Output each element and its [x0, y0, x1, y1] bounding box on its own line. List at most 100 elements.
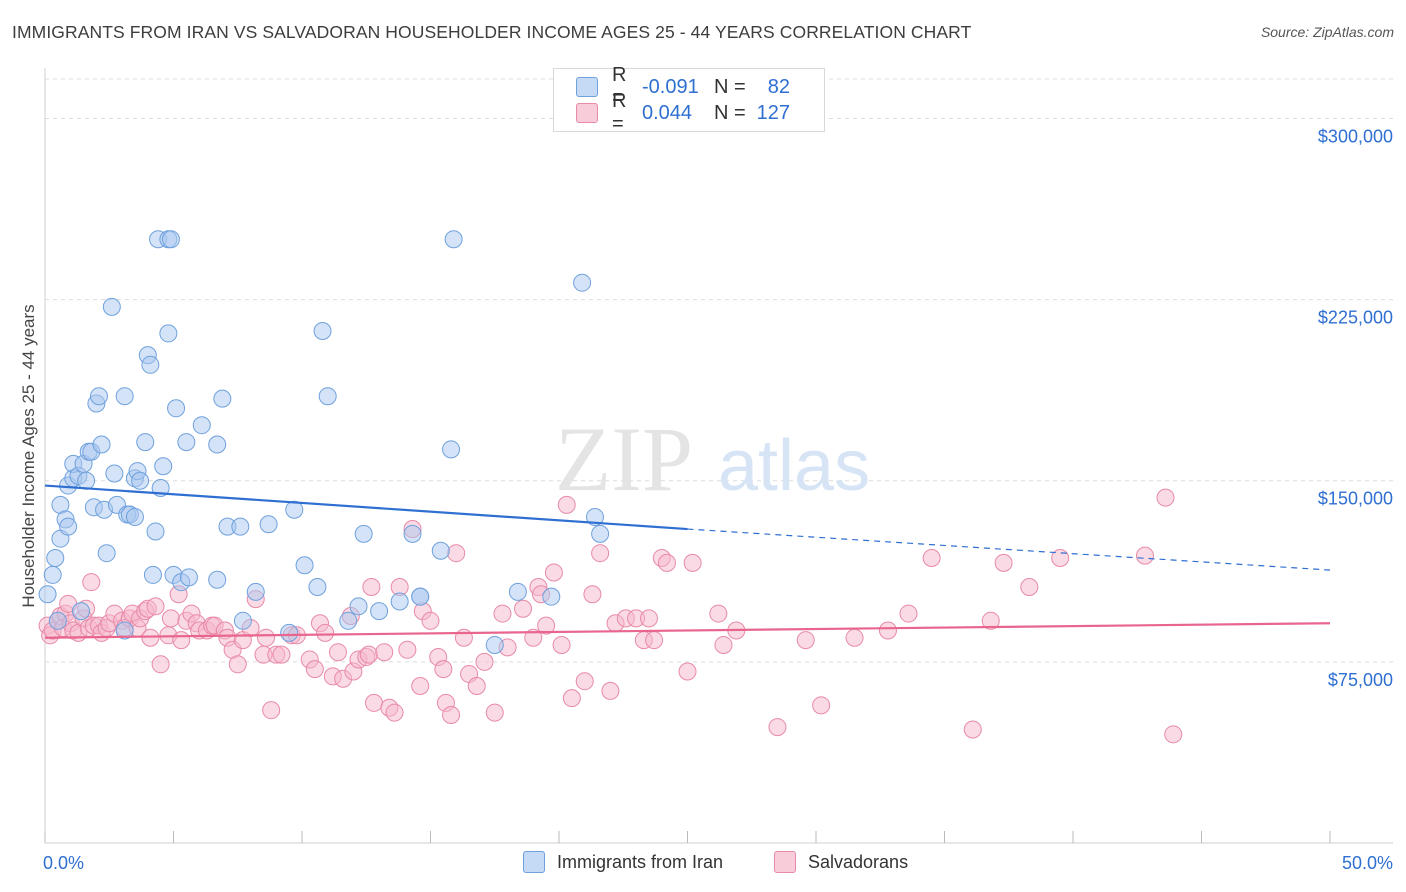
legend-row-salvadorans: R = 0.044 N = 127 [576, 90, 790, 135]
iran-point [403, 524, 422, 543]
salvadoran-point [812, 696, 831, 715]
y-tick-label: $75,000 [1328, 670, 1393, 690]
salvadoran-point [172, 631, 191, 650]
iran-point [295, 556, 314, 575]
y-tick-labels: $75,000 $150,000 $225,000 $300,000 [1318, 126, 1393, 689]
iran-point [591, 524, 610, 543]
iran-point [308, 578, 327, 596]
salvadoran-point [467, 677, 486, 696]
salvadoran-point [591, 544, 610, 563]
salvadoran-point [845, 628, 864, 647]
iran-trend-line [44, 484, 688, 531]
salvadoran-point [639, 609, 658, 628]
salvadoran-point [645, 631, 664, 650]
iran-point [390, 592, 409, 611]
salvadoran-point [552, 635, 571, 654]
salvadoran-point [328, 643, 347, 662]
salvadoran-point [375, 643, 394, 662]
salvadoran-point [524, 628, 543, 647]
salvadoran-point [583, 585, 602, 604]
watermark: ZIP atlas [555, 408, 870, 510]
iran-point [285, 500, 304, 519]
x-tick-label: 0.0% [43, 853, 84, 873]
y-axis-label: Householder Income Ages 25 - 44 years [19, 304, 38, 607]
salvadoran-point [447, 544, 466, 563]
iran-point [313, 322, 332, 340]
iran-point [43, 565, 62, 584]
iran-point [46, 549, 65, 568]
salvadoran-point [714, 635, 733, 654]
x-tick-labels: 0.0% 50.0% [43, 853, 1393, 873]
salvadoran-point [434, 660, 453, 679]
salvadoran-point [768, 718, 787, 737]
salvadoran-point [364, 693, 383, 712]
iran-point [59, 517, 78, 536]
iran-point [115, 621, 134, 640]
salvadoran-point [272, 645, 291, 664]
salvadoran-point [454, 628, 473, 647]
salvadoran-point [963, 720, 982, 739]
source-label: Source: ZipAtlas.com [1260, 24, 1394, 40]
iran-point [77, 471, 96, 490]
iran-point [89, 387, 108, 406]
salvadoran-point [544, 563, 563, 582]
iran-point [339, 611, 358, 630]
iran-point [115, 387, 134, 406]
iran-point [542, 587, 561, 606]
iran-point [233, 611, 252, 630]
salvadoran-point [1164, 725, 1183, 744]
iran-point [48, 611, 67, 630]
salvadoran-point [994, 553, 1013, 572]
iran-point [280, 623, 299, 642]
legend-swatch-iran [576, 77, 598, 97]
salvadoran-point [796, 631, 815, 650]
salvadoran-point [442, 706, 461, 724]
iran-point [573, 273, 592, 292]
iran-point [259, 515, 278, 534]
iran-point [125, 507, 144, 526]
iran-point [143, 565, 162, 584]
legend-n-value: 82 [767, 75, 790, 98]
salvadoran-point [161, 609, 180, 628]
bottom-legend-swatch-salvadorans [774, 851, 796, 873]
iran-point [411, 587, 430, 606]
legend-r-value: 0.044 [642, 101, 693, 124]
salvadoran-point [398, 640, 417, 659]
x-tick-label: 50.0% [1342, 853, 1393, 873]
iran-point [431, 541, 450, 560]
iran-point [136, 433, 155, 452]
iran-point [485, 635, 504, 654]
salvadoran-point [228, 655, 247, 674]
salvadoran-point [362, 578, 381, 596]
salvadoran-point [151, 655, 170, 674]
salvadoran-point [146, 597, 165, 616]
salvadoran-point [709, 604, 728, 623]
salvadoran-point [575, 672, 594, 691]
y-tick-label: $150,000 [1318, 489, 1393, 509]
iran-point [231, 517, 250, 536]
salvadoran-point [493, 604, 512, 623]
iran-point [141, 355, 160, 374]
iran-point [349, 597, 368, 616]
iran-point [154, 457, 173, 476]
salvadoran-point [678, 662, 697, 681]
salvadoran-point [262, 701, 281, 720]
bottom-legend-iran: Immigrants from Iran [523, 851, 723, 873]
salvadoran-point [421, 611, 440, 630]
iran-point [444, 230, 463, 249]
legend-row-iran: R = -0.091 N = 82 [576, 64, 790, 109]
bottom-legend-label-salvadorans: Salvadorans [808, 851, 909, 872]
legend-n-label: N = [714, 101, 746, 124]
iran-point [71, 602, 90, 621]
legend-n-value: 127 [756, 101, 790, 124]
legend-r-label: R = [612, 90, 627, 135]
iran-point [161, 230, 180, 249]
legend-r-value: -0.091 [642, 75, 699, 98]
salvadoran-point [485, 703, 504, 722]
y-tick-label: $225,000 [1318, 308, 1393, 328]
salvadoran-point [82, 573, 101, 592]
iran-point [97, 544, 116, 563]
iran-point [213, 389, 232, 408]
bottom-legend-swatch-iran [523, 851, 545, 873]
